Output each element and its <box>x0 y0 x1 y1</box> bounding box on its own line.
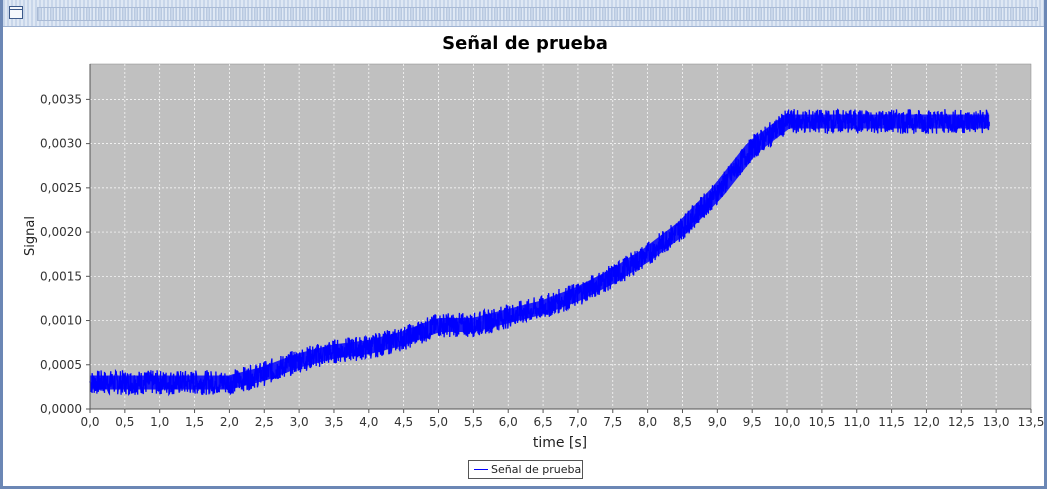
x-tick-label: 13,5 <box>1018 415 1044 429</box>
x-tick-label: 11,5 <box>878 415 905 429</box>
chart-title: Señal de prueba <box>442 33 608 54</box>
y-tick-label: 0,0025 <box>40 181 82 195</box>
x-tick-label: 9,0 <box>708 415 727 429</box>
y-tick-label: 0,0015 <box>40 269 82 283</box>
x-tick-label: 7,0 <box>568 415 587 429</box>
x-tick-label: 3,0 <box>290 415 309 429</box>
grid-lines <box>90 64 1031 409</box>
series-core <box>87 114 992 390</box>
titlebar-grip[interactable] <box>37 7 1038 21</box>
x-tick-label: 6,5 <box>534 415 553 429</box>
series-layer <box>87 108 992 397</box>
x-tick-label: 1,0 <box>150 415 169 429</box>
y-tick-label: 0,0010 <box>40 314 82 328</box>
legend-swatch <box>474 469 488 470</box>
x-tick-label: 7,5 <box>603 415 622 429</box>
x-axis-label: time [s] <box>533 435 587 451</box>
y-axis-label: Signal <box>23 216 38 256</box>
x-tick-label: 10,5 <box>809 415 836 429</box>
y-tick-label: 0,0030 <box>40 137 82 151</box>
window-icon[interactable] <box>9 6 23 19</box>
x-tick-label: 4,5 <box>394 415 413 429</box>
x-tick-label: 3,5 <box>324 415 343 429</box>
x-tick-label: 5,0 <box>429 415 448 429</box>
x-tick-label: 2,0 <box>220 415 239 429</box>
line-chart: Señal de prueba 0,0 0,5 1,0 1,5 2,0 2,5 3,0 3,5… <box>23 33 1044 451</box>
y-tick-label: 0,0000 <box>40 402 82 416</box>
legend-label: Señal de prueba <box>491 463 582 476</box>
x-tick-label: 1,5 <box>185 415 204 429</box>
y-tick-label: 0,0020 <box>40 225 82 239</box>
x-tick-label: 12,5 <box>948 415 975 429</box>
x-tick-label: 0,0 <box>80 415 99 429</box>
x-tick-label: 5,5 <box>464 415 483 429</box>
y-tick-label: 0,0035 <box>40 92 82 106</box>
x-tick-label: 13,0 <box>983 415 1010 429</box>
x-tick-label: 2,5 <box>255 415 274 429</box>
y-tick-label: 0,0005 <box>40 358 82 372</box>
x-tick-label: 12,0 <box>913 415 940 429</box>
x-tick-label: 4,0 <box>359 415 378 429</box>
x-tick-label: 11,0 <box>843 415 870 429</box>
axes: 0,0 0,5 1,0 1,5 2,0 2,5 3,0 3,5 4,0 4,5 5,0 5,5 6,0 6… <box>40 64 1044 429</box>
x-tick-label: 6,0 <box>499 415 518 429</box>
window-titlebar[interactable] <box>3 0 1044 27</box>
x-tick-label: 8,0 <box>638 415 657 429</box>
chart-container: Señal de prueba 0,0 0,5 1,0 1,5 2,0 2,5 3,0 3,5… <box>3 27 1044 461</box>
x-tick-label: 9,5 <box>743 415 762 429</box>
x-tick-label: 0,5 <box>115 415 134 429</box>
x-tick-label: 8,5 <box>673 415 692 429</box>
legend: Señal de prueba <box>468 460 583 479</box>
x-tick-label: 10,0 <box>774 415 801 429</box>
